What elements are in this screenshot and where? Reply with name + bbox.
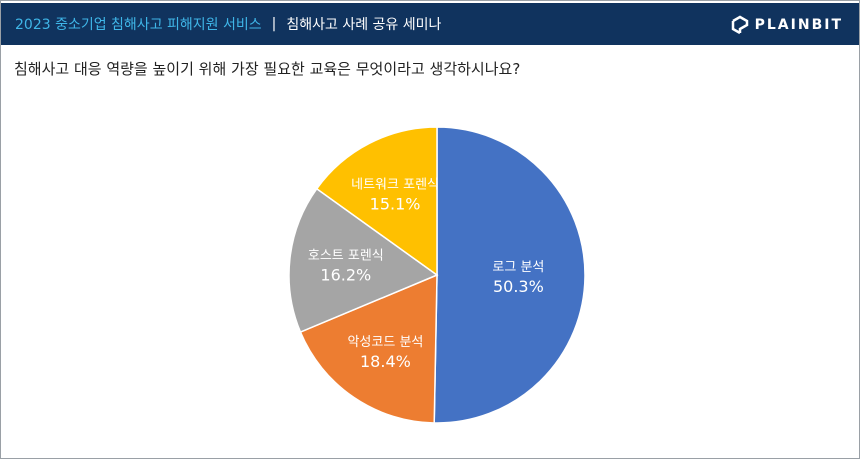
slice-label: 악성코드 분석 xyxy=(347,335,423,350)
slice-value-label: 50.3% xyxy=(493,277,544,296)
slice-value-label: 16.2% xyxy=(320,266,371,285)
question-title: 침해사고 대응 역량을 높이기 위해 가장 필요한 교육은 무엇이라고 생각하시… xyxy=(14,60,521,78)
plainbit-logo: PLAINBIT xyxy=(731,15,843,35)
header-separator: | xyxy=(271,16,277,32)
header-left-title: 2023 중소기업 침해사고 피해지원 서비스 xyxy=(15,17,262,33)
header: 2023 중소기업 침해사고 피해지원 서비스 | 침해사고 사례 공유 세미나… xyxy=(1,3,859,45)
logo-text: PLAINBIT xyxy=(754,17,843,33)
pie-slice xyxy=(288,187,439,334)
pie-slice xyxy=(299,273,438,424)
pie-slice xyxy=(315,126,438,277)
logo-icon xyxy=(731,15,748,35)
slice-value-label: 15.1% xyxy=(370,194,421,213)
slice-label: 호스트 포렌식 xyxy=(308,249,384,264)
pie-slice xyxy=(433,126,586,424)
slice-label: 로그 분석 xyxy=(492,260,544,275)
slice-label: 네트워크 포렌식 xyxy=(351,177,439,192)
header-right-title: 침해사고 사례 공유 세미나 xyxy=(286,17,442,33)
slice-value-label: 18.4% xyxy=(360,352,411,371)
